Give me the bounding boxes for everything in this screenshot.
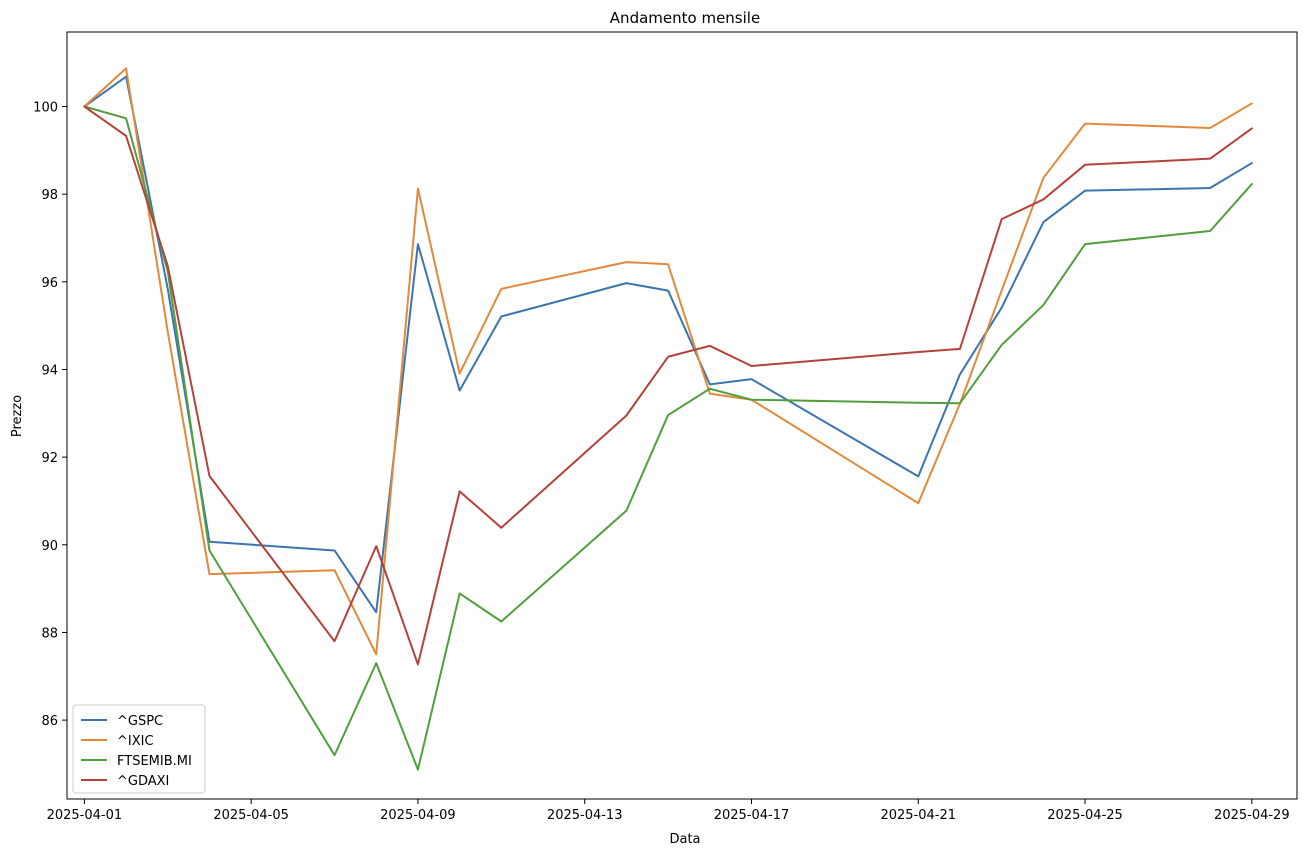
x-axis-title: Data [669, 832, 700, 847]
y-tick-label: 86 [41, 714, 58, 729]
legend: ^GSPC ^IXIC FTSEMIB.MI ^GDAXI [72, 704, 206, 794]
y-axis-ticks: 86 88 90 92 94 96 98 100 [33, 101, 67, 729]
x-tick-label: 2025-04-05 [213, 808, 289, 823]
y-axis-title: Prezzo [10, 395, 25, 437]
x-tick-label: 2025-04-25 [1047, 808, 1123, 823]
series-line-ixic [83, 67, 1253, 656]
series-layer [83, 67, 1253, 771]
x-tick-label: 2025-04-17 [714, 808, 790, 823]
x-tick-label: 2025-04-13 [547, 808, 623, 823]
series-line-ftsemib-mi [83, 105, 1253, 771]
series-line-gspc [83, 75, 1253, 614]
x-tick-label: 2025-04-01 [47, 808, 123, 823]
y-tick-label: 98 [41, 188, 58, 203]
x-tick-label: 2025-04-09 [380, 808, 456, 823]
y-tick-label: 90 [41, 539, 58, 554]
legend-label-gdaxi: ^GDAXI [117, 774, 169, 789]
y-tick-label: 96 [41, 276, 58, 291]
legend-label-ixic: ^IXIC [117, 734, 154, 749]
legend-label-gspc: ^GSPC [117, 714, 163, 729]
plot-area [66, 31, 1298, 800]
chart-title: Andamento mensile [610, 9, 760, 27]
y-tick-label: 92 [41, 451, 58, 466]
x-tick-label: 2025-04-21 [880, 808, 956, 823]
y-tick-label: 88 [41, 626, 58, 641]
y-tick-label: 94 [41, 363, 58, 378]
legend-items: ^GSPC ^IXIC FTSEMIB.MI ^GDAXI [81, 714, 192, 789]
x-axis-ticks: 2025-04-01 2025-04-05 2025-04-09 2025-04-13… [47, 799, 1290, 823]
legend-frame [72, 704, 206, 794]
series-line-gdaxi [83, 105, 1253, 666]
x-tick-label: 2025-04-29 [1214, 808, 1290, 823]
y-tick-label: 100 [33, 101, 58, 116]
legend-label-ftsemib-mi: FTSEMIB.MI [117, 754, 192, 769]
